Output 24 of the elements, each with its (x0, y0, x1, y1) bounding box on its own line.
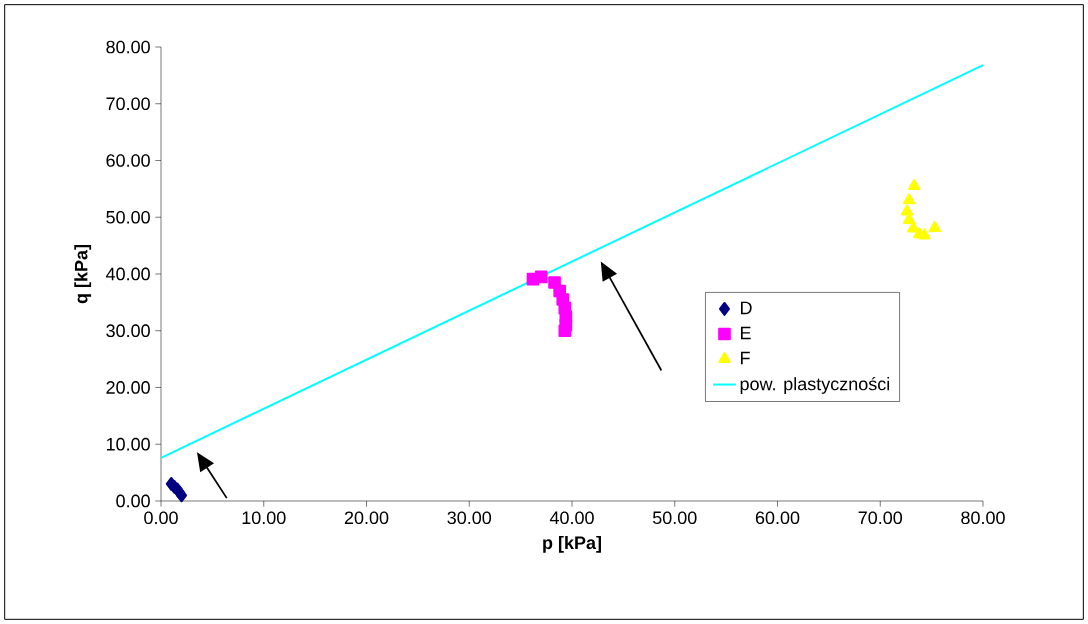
y-tick-label: 60.00 (106, 154, 150, 167)
y-tick-label: 0.00 (116, 494, 150, 508)
x-tick-label: 10.00 (242, 511, 286, 525)
y-tick-label: 10.00 (106, 437, 150, 451)
y-tick-label: 40.00 (105, 267, 150, 281)
x-tick-label: 70.00 (858, 511, 903, 525)
x-tick-label: 40.00 (549, 511, 594, 525)
x-tick-label: 30.00 (447, 511, 492, 525)
legend-label: F (741, 351, 750, 365)
legend-label: pow. plastyczności (740, 376, 890, 394)
x-tick-label: 50.00 (652, 511, 697, 525)
x-tick-label: 80.00 (961, 511, 1005, 525)
legend-label: E (741, 326, 751, 340)
x-tick-label: 60.00 (755, 511, 800, 525)
x-tick-label: 0.00 (144, 511, 178, 525)
y-tick-label: 20.00 (106, 381, 150, 394)
legend-label: D (741, 301, 752, 315)
y-tick-label: 80.00 (106, 40, 150, 54)
x-tick-label: 20.00 (344, 511, 389, 525)
y-axis-title: q [kPa] (74, 245, 92, 304)
y-tick-label: 30.00 (106, 324, 150, 338)
y-tick-label: 70.00 (106, 97, 150, 111)
y-tick-label: 50.00 (106, 210, 150, 224)
x-axis-title: p [kPa] (543, 535, 601, 553)
